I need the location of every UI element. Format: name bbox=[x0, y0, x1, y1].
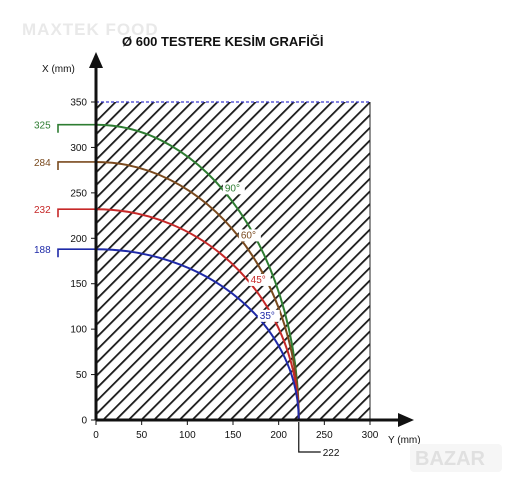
x-tick-label-1: 50 bbox=[136, 430, 148, 441]
y-tick-label-5: 250 bbox=[70, 188, 87, 199]
value-bracket-0 bbox=[57, 123, 96, 133]
value-bracket-2 bbox=[57, 208, 96, 218]
series-label-bg-1 bbox=[238, 229, 261, 242]
hatched-cutting-area bbox=[96, 102, 370, 420]
y-axis-arrow bbox=[89, 52, 103, 68]
chart-title: Ø 600 TESTERE KESİM GRAFİĞİ bbox=[122, 34, 324, 49]
value-label-0: 325 bbox=[34, 121, 51, 132]
x-tick-label-0: 0 bbox=[93, 430, 99, 441]
series-label-bg-3 bbox=[257, 309, 280, 322]
x-tick-label-6: 300 bbox=[362, 430, 379, 441]
x-axis-label: Y (mm) bbox=[388, 435, 421, 446]
x-end-label: 222 bbox=[323, 448, 340, 459]
x-axis-arrow bbox=[398, 413, 414, 427]
y-tick-label-1: 50 bbox=[76, 370, 88, 381]
y-tick-label-3: 150 bbox=[70, 279, 87, 290]
corner-logo-text: BAZAR bbox=[415, 448, 486, 470]
value-label-3: 188 bbox=[34, 245, 51, 256]
series-curve-2 bbox=[95, 208, 300, 421]
value-label-1: 284 bbox=[34, 158, 51, 169]
corner-logo: BAZAR bbox=[410, 444, 502, 472]
value-bracket-3 bbox=[57, 248, 96, 258]
value-label-2: 232 bbox=[34, 205, 51, 216]
y-tick-label-6: 300 bbox=[70, 143, 87, 154]
series-curve-0 bbox=[95, 123, 300, 421]
series-label-bg-2 bbox=[248, 273, 271, 286]
x-tick-label-2: 100 bbox=[179, 430, 196, 441]
y-tick-label-0: 0 bbox=[81, 416, 87, 427]
y-tick-label-4: 200 bbox=[70, 234, 87, 245]
series-curve-3 bbox=[95, 248, 300, 421]
x-tick-label-3: 150 bbox=[225, 430, 242, 441]
series-label-bg-0 bbox=[222, 182, 245, 195]
x-tick-label-4: 200 bbox=[270, 430, 287, 441]
y-tick-label-2: 100 bbox=[70, 325, 87, 336]
value-bracket-1 bbox=[57, 161, 96, 170]
y-axis-label: X (mm) bbox=[42, 64, 75, 75]
series-label-2: 45° bbox=[251, 275, 266, 286]
y-tick-label-7: 350 bbox=[70, 98, 87, 109]
watermark-text: MAXTEK FOOD bbox=[22, 20, 159, 39]
series-label-0: 90° bbox=[225, 183, 240, 194]
x-end-bracket bbox=[298, 422, 321, 453]
plot-area: 90° 325 60° 284 45° 232 35° 188 0 50 100 150 200 250 3… bbox=[34, 52, 421, 459]
series-label-3: 35° bbox=[260, 311, 275, 322]
x-tick-label-5: 250 bbox=[316, 430, 333, 441]
series-label-1: 60° bbox=[241, 230, 256, 241]
